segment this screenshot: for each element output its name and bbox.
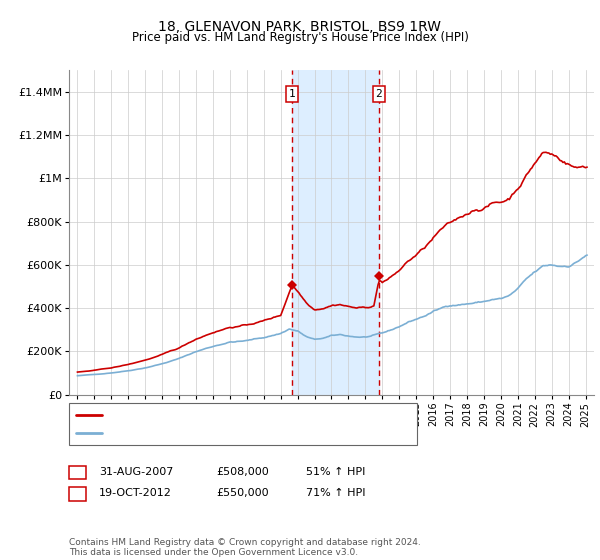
Text: 1: 1: [74, 466, 81, 477]
Text: 2: 2: [74, 488, 81, 498]
Text: 31-AUG-2007: 31-AUG-2007: [99, 466, 173, 477]
Text: £550,000: £550,000: [216, 488, 269, 498]
Text: 19-OCT-2012: 19-OCT-2012: [99, 488, 172, 498]
Text: 18, GLENAVON PARK, BRISTOL, BS9 1RW: 18, GLENAVON PARK, BRISTOL, BS9 1RW: [158, 20, 442, 34]
Text: Contains HM Land Registry data © Crown copyright and database right 2024.
This d: Contains HM Land Registry data © Crown c…: [69, 538, 421, 557]
Text: 71% ↑ HPI: 71% ↑ HPI: [306, 488, 365, 498]
Text: Price paid vs. HM Land Registry's House Price Index (HPI): Price paid vs. HM Land Registry's House …: [131, 31, 469, 44]
Text: 18, GLENAVON PARK, BRISTOL, BS9 1RW (detached house): 18, GLENAVON PARK, BRISTOL, BS9 1RW (det…: [108, 410, 415, 420]
Text: 51% ↑ HPI: 51% ↑ HPI: [306, 466, 365, 477]
Text: 1: 1: [289, 89, 295, 99]
Text: £508,000: £508,000: [216, 466, 269, 477]
Text: HPI: Average price, detached house, City of Bristol: HPI: Average price, detached house, City…: [108, 428, 371, 438]
Text: 2: 2: [376, 89, 382, 99]
Bar: [292, 70, 379, 395]
